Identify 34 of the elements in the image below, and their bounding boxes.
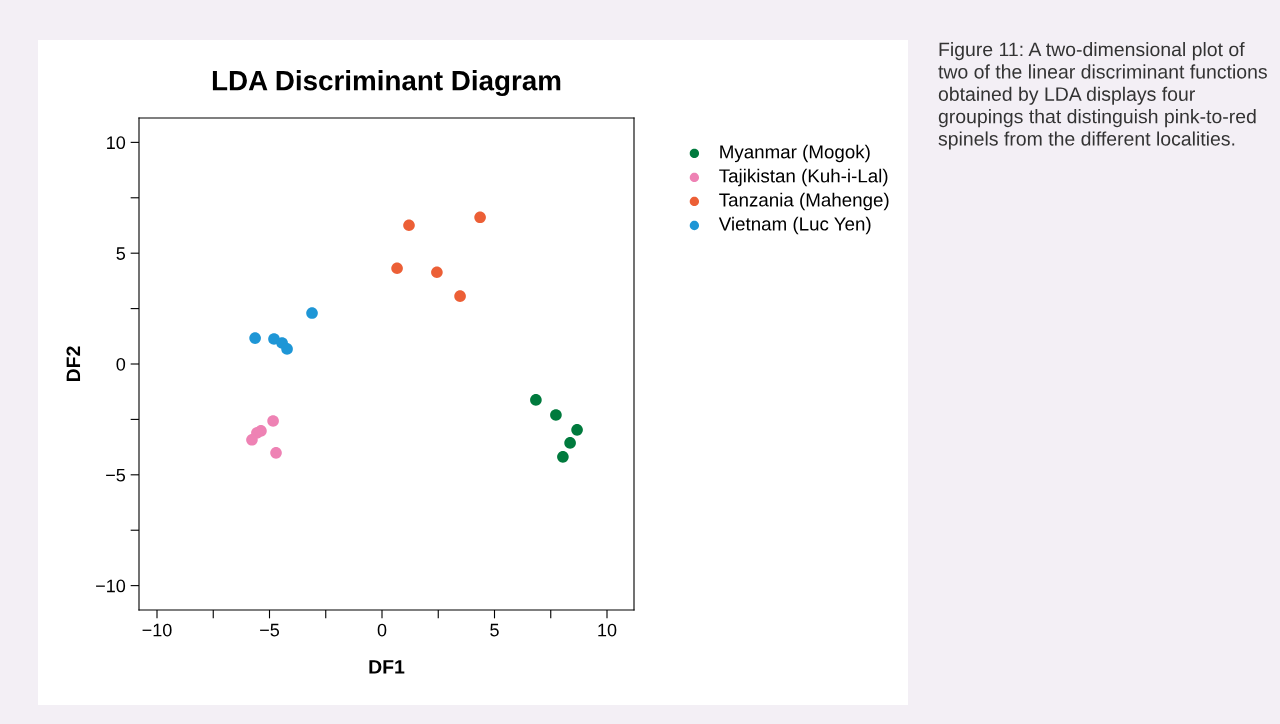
legend-label: Myanmar (Mogok) <box>720 144 870 163</box>
legend-label: Tajikistan (Kuh-i-Lal) <box>719 168 888 187</box>
point <box>246 433 258 446</box>
x-axis-title: DF1 <box>369 660 405 674</box>
y-tick-label: 10 <box>107 136 126 150</box>
x-tick-label: −5 <box>260 623 280 637</box>
y-tick-label: −5 <box>106 468 126 482</box>
point <box>454 290 466 302</box>
y-tick-label: 0 <box>116 357 126 371</box>
chart-title: LDA Discriminant Diagram <box>212 70 561 97</box>
point <box>550 409 562 421</box>
caption: Figure 11: A two-dimensional plot of two of the linear discriminant functions obtained by LDA displays four groupings that distinguish pink-to-red spinels from the different localities. <box>938 42 1267 150</box>
y-axis-title: DF2 <box>66 346 81 382</box>
point <box>249 332 261 344</box>
legend-label: Vietnam (Luc Yen) <box>718 216 871 235</box>
point <box>270 447 282 459</box>
point <box>557 451 569 463</box>
point <box>391 262 403 275</box>
legend-label: Tanzania (Mahenge) <box>719 192 889 211</box>
point <box>281 343 293 355</box>
point <box>571 424 583 436</box>
point <box>306 307 318 319</box>
point <box>403 219 415 232</box>
x-tick-label: 5 <box>490 623 499 637</box>
point <box>474 211 486 224</box>
point <box>431 266 443 279</box>
x-tick-label: 0 <box>377 623 387 637</box>
point <box>564 437 576 449</box>
point <box>530 394 542 406</box>
x-tick-label: −10 <box>142 623 172 637</box>
point <box>267 415 279 427</box>
x-tick-label: 10 <box>598 623 617 637</box>
y-tick-label: −10 <box>96 579 126 593</box>
y-tick-label: 5 <box>116 247 126 260</box>
